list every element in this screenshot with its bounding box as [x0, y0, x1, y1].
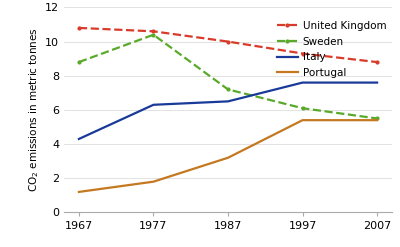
Line: Portugal: Portugal [79, 120, 377, 192]
Sweden [76, 61, 81, 63]
Sweden [375, 117, 380, 120]
Y-axis label: CO$_2$ emissions in metric tonnes: CO$_2$ emissions in metric tonnes [27, 27, 41, 192]
Italy [375, 81, 380, 84]
Portugal [151, 180, 156, 183]
Italy [226, 100, 230, 103]
United Kingdom [300, 52, 305, 55]
United Kingdom [226, 40, 230, 43]
Portugal [226, 156, 230, 159]
Italy [151, 103, 156, 106]
Sweden [300, 107, 305, 110]
Italy [76, 138, 81, 141]
United Kingdom [375, 61, 380, 63]
Portugal [300, 119, 305, 122]
Portugal [76, 190, 81, 193]
Italy [300, 81, 305, 84]
United Kingdom [76, 26, 81, 29]
Legend: United Kingdom, Sweden, Italy, Portugal: United Kingdom, Sweden, Italy, Portugal [272, 17, 390, 82]
Line: Italy: Italy [79, 82, 377, 139]
United Kingdom [151, 30, 156, 33]
Sweden [226, 88, 230, 91]
Line: Sweden: Sweden [76, 32, 380, 121]
Portugal [375, 119, 380, 122]
Sweden [151, 33, 156, 36]
Line: United Kingdom: United Kingdom [76, 25, 380, 65]
